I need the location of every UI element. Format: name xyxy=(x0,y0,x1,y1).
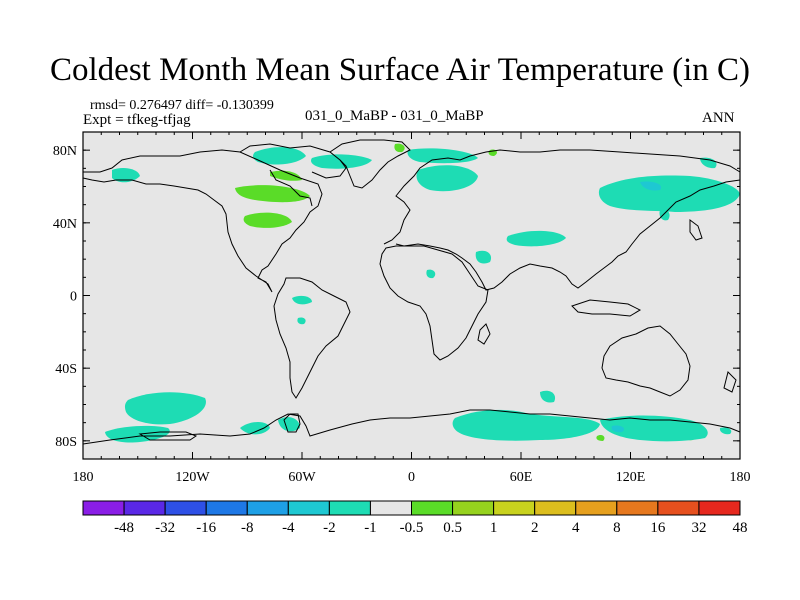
stats-label: rmsd= 0.276497 diff= -0.130399 xyxy=(90,98,274,113)
anomaly-patch xyxy=(270,170,302,181)
colorbar-label: -32 xyxy=(155,520,175,536)
colorbar-swatch xyxy=(452,500,495,516)
plot-title: Coldest Month Mean Surface Air Temperatu… xyxy=(50,52,750,88)
lat-tick-label: 80N xyxy=(53,144,77,159)
coastline-eurasia xyxy=(383,149,741,245)
colorbar-label: -4 xyxy=(282,520,295,536)
anomaly-patch xyxy=(452,409,600,441)
colorbar-label: -1 xyxy=(364,520,377,536)
axis-ticks: 80N 40N 0 40S 80S 180 120W 60W 0 60E 120E 180 xyxy=(53,131,751,485)
anomaly-patch xyxy=(611,425,625,433)
anomaly-patch xyxy=(475,250,492,264)
anomaly-patch xyxy=(719,427,732,435)
lon-tick-label: 0 xyxy=(408,470,415,485)
colorbar-swatch xyxy=(82,500,125,516)
coastlines xyxy=(82,139,741,445)
colorbar-label: -8 xyxy=(241,520,254,536)
anomaly-patch xyxy=(124,392,206,425)
lon-tick-label: 120E xyxy=(616,470,646,485)
anomaly-patch xyxy=(506,230,566,247)
coastline-greenland xyxy=(329,139,411,189)
lat-tick-label: 40N xyxy=(53,217,77,232)
anomaly-patch xyxy=(540,390,556,403)
colorbar-label: -48 xyxy=(114,520,134,536)
anomaly-patch xyxy=(240,422,270,435)
lon-tick-label: 180 xyxy=(73,470,94,485)
anomaly-patch xyxy=(598,175,740,212)
colorbar-swatch xyxy=(616,500,659,516)
colorbar-label: 8 xyxy=(613,520,621,536)
colorbar-label: -0.5 xyxy=(400,520,424,536)
colorbar-swatch xyxy=(123,500,166,516)
colorbar-swatch xyxy=(369,500,412,516)
lon-tick-label: 120W xyxy=(175,470,210,485)
lat-tick-label: 40S xyxy=(55,362,77,377)
colorbar-label: -2 xyxy=(323,520,336,536)
coastline-madagascar xyxy=(477,323,491,345)
colorbar-label: 32 xyxy=(691,520,706,536)
anomaly-patch xyxy=(243,212,292,228)
coastline-asia-east xyxy=(395,179,741,291)
colorbar-swatch xyxy=(287,500,330,516)
coastline-japan xyxy=(689,219,703,241)
anomaly-patch xyxy=(112,168,140,183)
lat-tick-label: 0 xyxy=(70,290,77,305)
coastline-antarctic-peninsula xyxy=(283,413,301,433)
colorbar: -48 -32 -16 -8 -4 -2 -1 -0.5 0.5 1 2 4 8 16 32 48 xyxy=(82,500,748,536)
colorbar-swatch xyxy=(328,500,371,516)
anomaly-patch xyxy=(416,165,478,192)
colorbar-swatch xyxy=(493,500,536,516)
colorbar-label: 16 xyxy=(650,520,666,536)
coastline-north-america xyxy=(82,149,323,293)
anomaly-patch xyxy=(426,269,436,279)
anomaly-layer xyxy=(105,143,740,443)
lon-tick-label: 180 xyxy=(730,470,751,485)
colorbar-swatch xyxy=(698,500,741,516)
colorbar-swatch xyxy=(575,500,618,516)
anomaly-patch xyxy=(292,295,312,305)
anomaly-patch xyxy=(253,147,306,165)
coastline-antarctica xyxy=(82,409,741,445)
colorbar-label: 0.5 xyxy=(443,520,462,536)
coastline-africa xyxy=(379,245,489,361)
lon-tick-label: 60W xyxy=(288,470,316,485)
colorbar-swatch xyxy=(246,500,289,516)
anomaly-patch xyxy=(394,143,405,153)
colorbar-swatch xyxy=(205,500,248,516)
anomaly-patch xyxy=(297,317,306,325)
colorbar-swatch xyxy=(164,500,207,516)
colorbar-label: 48 xyxy=(733,520,748,536)
coastline-south-america xyxy=(273,277,351,399)
colorbar-label: 4 xyxy=(572,520,580,536)
anomaly-patch xyxy=(235,185,310,203)
colorbar-swatch xyxy=(411,500,454,516)
colorbar-label: 2 xyxy=(531,520,539,536)
colorbar-label: 1 xyxy=(490,520,498,536)
anomaly-patch xyxy=(600,415,708,442)
colorbar-swatch xyxy=(657,500,700,516)
colorbar-label: -16 xyxy=(196,520,216,536)
coastline-ross-shelf xyxy=(138,431,198,441)
coastline-new-zealand xyxy=(723,371,737,393)
anomaly-patch xyxy=(659,209,670,221)
coastline-indonesia xyxy=(571,299,642,317)
coastline-hudson xyxy=(269,169,313,207)
coastline-australia xyxy=(601,325,691,397)
lat-tick-label: 80S xyxy=(55,435,77,450)
case-label: 031_0_MaBP - 031_0_MaBP xyxy=(305,108,484,124)
anomaly-patch xyxy=(640,181,662,191)
season-label: ANN xyxy=(702,110,735,126)
anomaly-patch xyxy=(278,417,300,432)
colorbar-swatch xyxy=(534,500,577,516)
experiment-label: Expt = tfkeg-tfjag xyxy=(83,112,191,128)
anomaly-patch xyxy=(596,434,605,441)
lon-tick-label: 60E xyxy=(510,470,533,485)
